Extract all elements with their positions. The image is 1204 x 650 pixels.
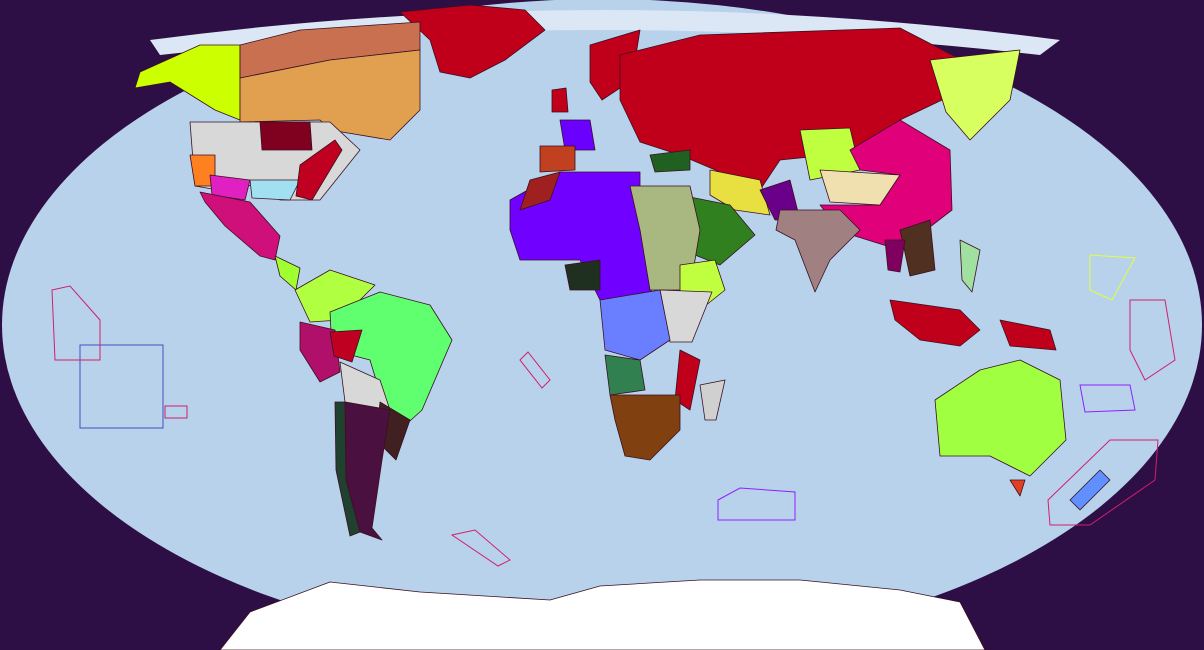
territory-box-south-atlantic bbox=[450, 529, 511, 567]
border-new-zealand bbox=[1047, 439, 1159, 526]
region-canada[interactable] bbox=[239, 49, 421, 141]
region-south-africa[interactable] bbox=[609, 394, 681, 461]
territory-box-pacific-2 bbox=[51, 285, 101, 361]
region-philippines[interactable] bbox=[959, 239, 981, 293]
territory-box-melanesia bbox=[1079, 384, 1136, 413]
region-mongolia[interactable] bbox=[819, 169, 901, 206]
region-usa-cyan[interactable] bbox=[249, 179, 301, 201]
region-france[interactable] bbox=[559, 119, 596, 151]
region-turkey[interactable] bbox=[649, 149, 691, 173]
region-greenland[interactable] bbox=[399, 4, 546, 79]
region-new-guinea[interactable] bbox=[999, 319, 1057, 351]
region-madagascar[interactable] bbox=[699, 379, 726, 421]
region-indochina[interactable] bbox=[899, 219, 936, 277]
region-mexico[interactable] bbox=[199, 191, 281, 261]
territory-box-pacific-1 bbox=[79, 344, 164, 429]
territory-box-east-pacific bbox=[1129, 299, 1176, 381]
region-peru[interactable] bbox=[299, 321, 341, 383]
region-mozambique[interactable] bbox=[674, 349, 701, 411]
region-india[interactable] bbox=[775, 209, 861, 293]
region-bolivia[interactable] bbox=[329, 329, 363, 363]
territory-box-pacific-3 bbox=[164, 405, 188, 419]
region-chile[interactable] bbox=[334, 401, 361, 537]
region-usa-east[interactable] bbox=[295, 139, 343, 201]
region-iberia[interactable] bbox=[539, 145, 576, 173]
region-australia[interactable] bbox=[934, 359, 1067, 477]
territory-box-atlantic bbox=[519, 351, 551, 389]
territory-box-indian-ocean bbox=[717, 487, 796, 521]
territory-box-micronesia bbox=[1089, 254, 1136, 301]
region-new-zealand[interactable] bbox=[1069, 469, 1111, 511]
region-indonesia[interactable] bbox=[889, 299, 981, 347]
region-nigeria[interactable] bbox=[564, 259, 601, 291]
region-britain[interactable] bbox=[551, 87, 569, 113]
arctic-ice bbox=[150, 10, 1060, 55]
region-morocco[interactable] bbox=[519, 171, 561, 211]
region-congo[interactable] bbox=[599, 289, 671, 361]
region-usa-magenta[interactable] bbox=[209, 174, 251, 201]
region-usa-maroon[interactable] bbox=[259, 121, 313, 151]
region-alaska[interactable] bbox=[134, 44, 241, 121]
region-siam[interactable] bbox=[884, 239, 906, 273]
region-manchuria-japan[interactable] bbox=[929, 49, 1021, 141]
region-angola[interactable] bbox=[604, 354, 646, 396]
region-antarctica[interactable] bbox=[219, 579, 986, 650]
region-tasmania[interactable] bbox=[1009, 479, 1026, 497]
